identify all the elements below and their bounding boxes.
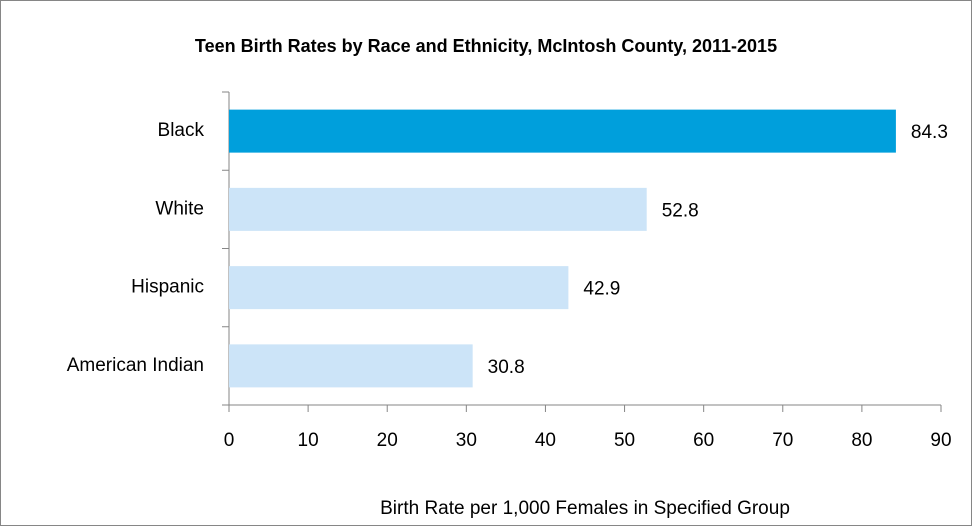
y-tick-label: American Indian <box>67 355 204 376</box>
x-tick-label: 10 <box>298 430 319 451</box>
value-label: 30.8 <box>488 357 525 378</box>
x-axis-title: Birth Rate per 1,000 Females in Specifie… <box>380 498 790 519</box>
y-tick-label: Hispanic <box>131 277 204 298</box>
value-label: 52.8 <box>662 200 699 221</box>
x-tick-label: 20 <box>377 430 398 451</box>
x-tick-label: 80 <box>851 430 872 451</box>
value-label: 84.3 <box>911 122 948 143</box>
x-tick-label: 30 <box>456 430 477 451</box>
chart-title: Teen Birth Rates by Race and Ethnicity, … <box>195 36 777 56</box>
bar <box>229 187 647 231</box>
y-tick-label: Black <box>158 120 205 141</box>
x-tick-label: 70 <box>772 430 793 451</box>
x-tick-label: 90 <box>930 430 951 451</box>
y-tick-label: White <box>155 198 204 219</box>
x-tick-label: 50 <box>614 430 635 451</box>
x-tick-label: 60 <box>693 430 714 451</box>
bar <box>229 266 569 310</box>
value-label: 42.9 <box>583 279 620 300</box>
bar <box>229 109 896 153</box>
x-tick-label: 0 <box>224 430 235 451</box>
bar <box>229 344 473 388</box>
x-tick-label: 40 <box>535 430 556 451</box>
